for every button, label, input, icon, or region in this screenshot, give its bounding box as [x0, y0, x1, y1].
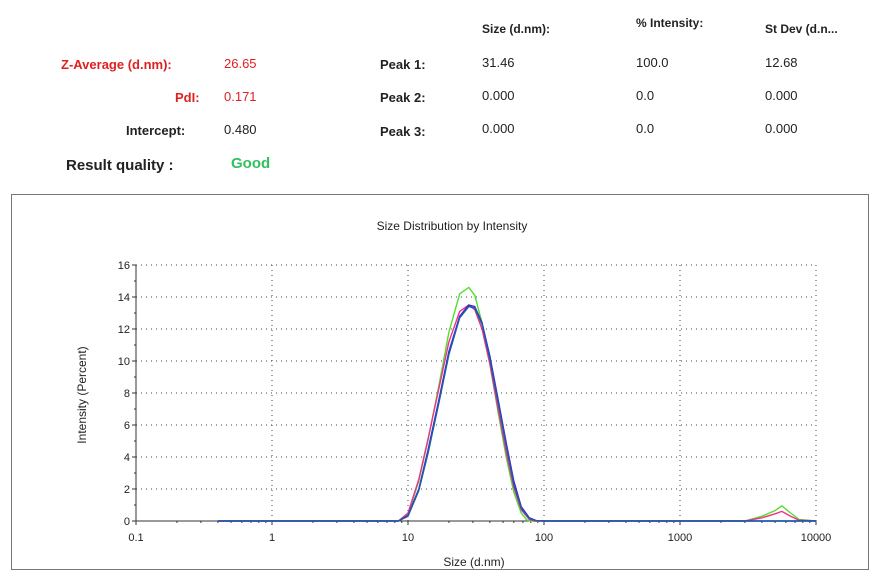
z-average-value: 26.65	[224, 56, 257, 71]
tick-labels: 0 2 4 6 8 10 12 14 16 0.1 1 10 100 1000 10000	[118, 260, 832, 544]
peak-2-size: 0.000	[482, 88, 515, 103]
intercept-value: 0.480	[224, 122, 257, 137]
intercept-label: Intercept:	[126, 123, 186, 138]
peak-1-label: Peak 1:	[380, 57, 426, 72]
peak-2-stdev: 0.000	[765, 88, 798, 103]
y-tick-label-12: 12	[118, 324, 130, 336]
y-tick-label-6: 6	[124, 420, 130, 432]
pdi-label: PdI:	[175, 90, 200, 105]
x-tick-label-10: 10	[402, 532, 414, 544]
peak-1-stdev: 12.68	[765, 55, 798, 70]
y-tick-label-2: 2	[124, 484, 130, 496]
header-intensity: % Intensity:	[636, 16, 704, 30]
axes	[132, 264, 817, 525]
y-tick-label-4: 4	[124, 452, 130, 464]
y-tick-label-0: 0	[124, 516, 130, 528]
y-axis-label: Intensity (Percent)	[75, 346, 89, 443]
series-line-4	[217, 305, 816, 522]
x-tick-label-0.1: 0.1	[128, 532, 143, 544]
peak-1-size: 31.46	[482, 55, 515, 70]
x-tick-label-1: 1	[269, 532, 275, 544]
result-quality-value: Good	[231, 155, 271, 172]
z-average-label: Z-Average (d.nm):	[61, 57, 172, 72]
grid-lines	[136, 264, 817, 521]
x-tick-label-10000: 10000	[801, 532, 832, 544]
header-stdev: St Dev (d.n...	[765, 22, 838, 36]
pdi-value: 0.171	[224, 89, 257, 104]
peak-3-label: Peak 3:	[380, 124, 426, 139]
y-tick-label-10: 10	[118, 356, 130, 368]
peak-2-label: Peak 2:	[380, 90, 426, 105]
x-tick-label-100: 100	[535, 532, 553, 544]
header-size: Size (d.nm):	[482, 22, 550, 36]
peak-3-size: 0.000	[482, 121, 515, 136]
chart-title: Size Distribution by Intensity	[377, 219, 528, 233]
series-line-1	[217, 286, 817, 522]
y-tick-label-8: 8	[124, 388, 130, 400]
y-tick-label-16: 16	[118, 260, 130, 272]
result-quality-label: Result quality :	[66, 157, 174, 174]
size-distribution-chart: Size Distribution by Intensity Size (d.n…	[11, 194, 869, 570]
peak-3-intensity: 0.0	[636, 121, 655, 136]
x-tick-label-1000: 1000	[668, 532, 692, 544]
peak-2-intensity: 0.0	[636, 88, 655, 103]
series-lines	[217, 286, 817, 522]
chart-canvas: Size Distribution by Intensity Size (d.n…	[75, 219, 832, 569]
x-axis-label: Size (d.nm)	[443, 555, 504, 569]
peak-3-stdev: 0.000	[765, 121, 798, 136]
series-line-2	[217, 304, 817, 522]
peak-1-intensity: 100.0	[636, 55, 669, 70]
y-tick-label-14: 14	[118, 292, 130, 304]
